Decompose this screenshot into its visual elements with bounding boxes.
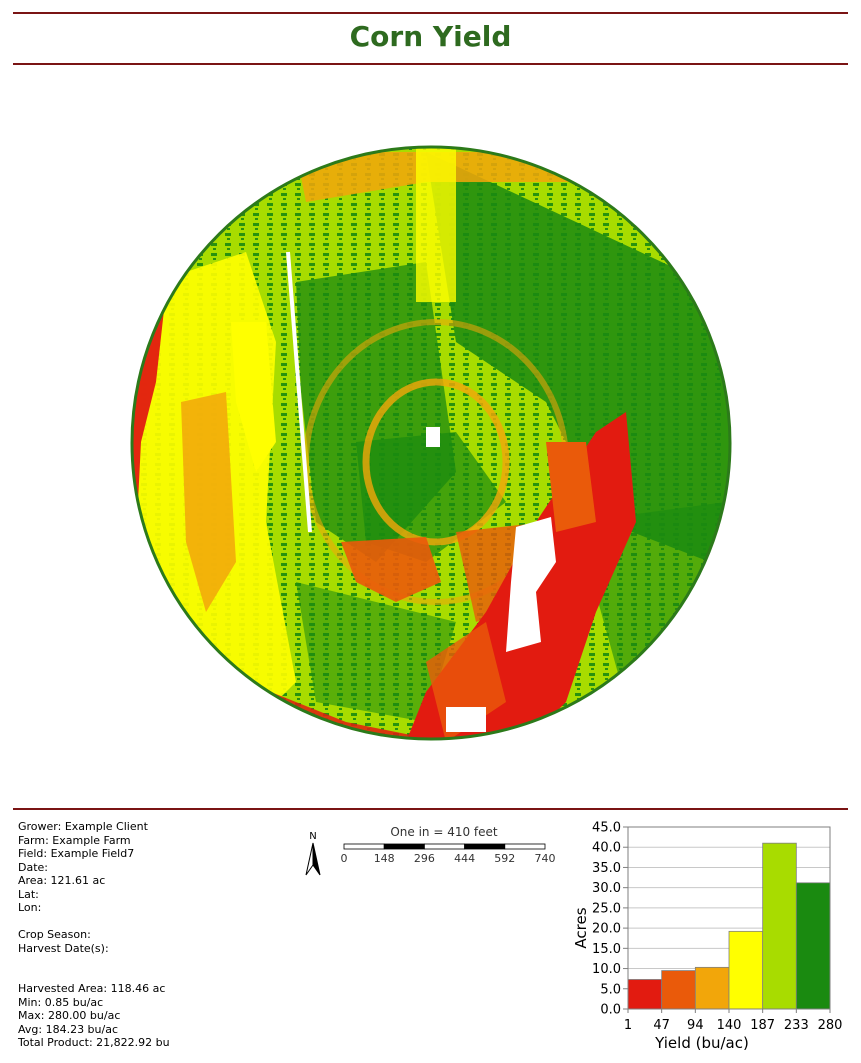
histogram-y-ticks: 0.0 5.0 10.0 15.0 20.0 25.0 30.0 35.0 40.0 45.0: [592, 821, 628, 1018]
histogram-svg: 0.0 5.0 10.0 15.0 20.0 25.0 30.0 35.0 40.0 45.0 1…: [572, 821, 843, 1053]
info-total-product: Total Product: 21,822.92 bu: [18, 1036, 170, 1049]
y-tick-label: 15.0: [592, 942, 621, 957]
info-spacer: [18, 915, 170, 929]
y-tick-label: 5.0: [600, 982, 621, 997]
x-tick-label: 1: [624, 1018, 632, 1033]
x-axis-label: Yield (bu/ac): [654, 1034, 749, 1052]
scale-tick-label: 0: [341, 852, 348, 865]
histogram-bars: [627, 842, 831, 1010]
yield-histogram: 0.0 5.0 10.0 15.0 20.0 25.0 30.0 35.0 40.0 45.0 1…: [570, 815, 855, 1059]
x-tick-label: 47: [653, 1018, 670, 1033]
scale-segment: [383, 843, 425, 850]
page-title: Corn Yield: [349, 20, 512, 53]
scale-tick-label: 296: [414, 852, 435, 865]
north-arrow-icon: [305, 842, 321, 876]
title-underline-rule: [13, 63, 848, 65]
info-min: Min: 0.85 bu/ac: [18, 995, 104, 1009]
scale-tick-label: 740: [535, 852, 556, 865]
info-spacer: [18, 955, 170, 969]
yield-map-raster: [132, 147, 730, 739]
histogram-bar: [762, 842, 797, 1010]
y-axis-label: Acres: [572, 907, 590, 948]
info-date: Date:: [18, 860, 48, 874]
histogram-bar: [728, 930, 764, 1010]
info-grower: Grower: Example Client: [18, 820, 148, 833]
histogram-bar: [694, 966, 730, 1010]
y-tick-label: 10.0: [592, 962, 621, 977]
y-tick-label: 40.0: [592, 841, 621, 856]
info-harvested-area: Harvested Area: 118.46 ac: [18, 982, 166, 995]
y-tick-label: 20.0: [592, 922, 621, 937]
scale-segment: [464, 843, 506, 850]
y-tick-label: 45.0: [592, 821, 621, 836]
field-boundary: [130, 145, 732, 741]
scale-bar-svg: N One in = 410 feet 0 148 296 444 592 740: [305, 825, 556, 876]
scale-bar-segments: [343, 843, 546, 850]
histogram-bar: [661, 970, 696, 1010]
scale-segment: [424, 843, 466, 850]
info-harvest-dates: Harvest Date(s):: [18, 941, 109, 955]
histogram-bar: [627, 979, 663, 1010]
info-spacer: [18, 969, 170, 983]
histogram-x-ticks: 1 47 94 140 187 233 280: [624, 1009, 843, 1033]
scale-tick-label: 148: [374, 852, 395, 865]
x-tick-label: 233: [784, 1018, 809, 1033]
info-area: Area: 121.61 ac: [18, 874, 106, 887]
y-tick-label: 0.0: [600, 1003, 621, 1018]
x-tick-label: 140: [717, 1018, 742, 1033]
yield-map-svg: [130, 145, 732, 741]
bottom-section-rule: [13, 808, 848, 810]
scale-tick-label: 592: [494, 852, 515, 865]
field-info: Grower: Example Client Farm: Example Far…: [18, 820, 170, 1050]
yield-map: [126, 142, 736, 746]
info-lat: Lat:: [18, 887, 39, 901]
info-field: Field: Example Field7: [18, 847, 135, 860]
scale-segment: [504, 843, 546, 850]
x-tick-label: 280: [818, 1018, 843, 1033]
top-rule: [13, 12, 848, 14]
info-lon: Lon:: [18, 901, 42, 914]
north-label: N: [309, 831, 316, 842]
x-tick-label: 187: [750, 1018, 775, 1033]
histogram-bar: [795, 882, 831, 1010]
scale-caption: One in = 410 feet: [390, 825, 498, 839]
y-tick-label: 30.0: [592, 881, 621, 896]
scale-tick-label: 444: [454, 852, 475, 865]
info-crop-season: Crop Season:: [18, 928, 91, 941]
x-tick-label: 94: [687, 1018, 704, 1033]
y-tick-label: 35.0: [592, 861, 621, 876]
y-tick-label: 25.0: [592, 901, 621, 916]
info-max: Max: 280.00 bu/ac: [18, 1009, 121, 1022]
scale-bar-ticks: 0 148 296 444 592 740: [341, 852, 556, 865]
info-farm: Farm: Example Farm: [18, 833, 131, 847]
scale-bar-block: N One in = 410 feet 0 148 296 444 592 740: [300, 822, 570, 882]
info-avg: Avg: 184.23 bu/ac: [18, 1022, 119, 1036]
scale-segment: [343, 843, 385, 850]
